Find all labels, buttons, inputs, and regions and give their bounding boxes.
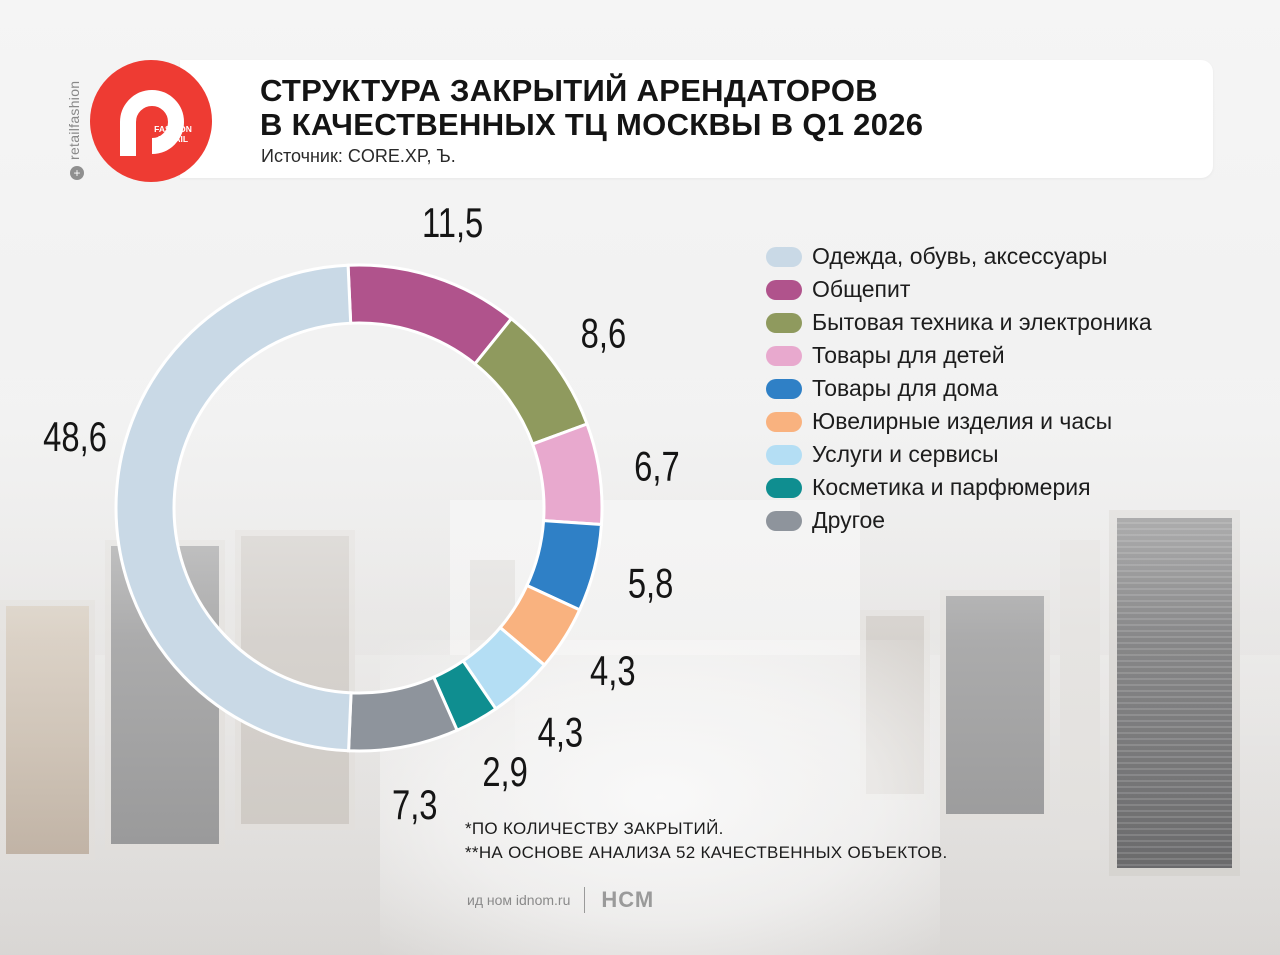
title-line-1: СТРУКТУРА ЗАКРЫТИЙ АРЕНДАТОРОВ bbox=[260, 73, 878, 108]
legend-label: Другое bbox=[812, 507, 886, 533]
header-bar bbox=[180, 60, 1213, 178]
slice-value-label: 8,6 bbox=[581, 309, 627, 356]
legend-item: Другое bbox=[766, 508, 1216, 533]
legend-swatch bbox=[766, 247, 802, 267]
legend-swatch bbox=[766, 445, 802, 465]
title-line-2: В КАЧЕСТВЕННЫХ ТЦ МОСКВЫ В Q1 2026 bbox=[260, 107, 924, 142]
legend-label: Общепит bbox=[812, 276, 911, 302]
legend-item: Товары для дома bbox=[766, 376, 1216, 401]
donut-slice bbox=[114, 263, 353, 753]
chart-legend: Одежда, обувь, аксессуары Общепит Бытовая … bbox=[766, 244, 1216, 541]
legend-swatch bbox=[766, 478, 802, 498]
legend-item: Общепит bbox=[766, 277, 1216, 302]
legend-label: Бытовая техника и электроника bbox=[812, 309, 1152, 335]
legend-item: Услуги и сервисы bbox=[766, 442, 1216, 467]
legend-item: Одежда, обувь, аксессуары bbox=[766, 244, 1216, 269]
legend-swatch bbox=[766, 313, 802, 333]
slice-value-label: 5,8 bbox=[628, 560, 674, 607]
legend-swatch bbox=[766, 280, 802, 300]
slice-value-label: 6,7 bbox=[634, 442, 680, 489]
legend-label: Ювелирные изделия и часы bbox=[812, 408, 1113, 434]
logo: FASHION RETAIL bbox=[90, 60, 212, 182]
legend-label: Услуги и сервисы bbox=[812, 441, 999, 467]
slice-value-label: 4,3 bbox=[590, 647, 636, 694]
slice-value-label: 4,3 bbox=[538, 709, 584, 756]
legend-item: Товары для детей bbox=[766, 343, 1216, 368]
legend-label: Косметика и парфюмерия bbox=[812, 474, 1091, 500]
footnotes: *ПО КОЛИЧЕСТВУ ЗАКРЫТИЙ. **НА ОСНОВЕ АНА… bbox=[465, 817, 948, 865]
source-text: Источник: CORE.XP, Ъ. bbox=[261, 146, 456, 166]
slice-value-label: 2,9 bbox=[482, 748, 528, 795]
footer-brand-logo: НСМ bbox=[601, 887, 655, 912]
slice-value-label: 7,3 bbox=[392, 781, 438, 828]
slice-value-label: 11,5 bbox=[422, 199, 483, 246]
legend-item: Бытовая техника и электроника bbox=[766, 310, 1216, 335]
donut-slice bbox=[530, 422, 604, 527]
legend-item: Косметика и парфюмерия bbox=[766, 475, 1216, 500]
slice-value-label: 48,6 bbox=[43, 413, 107, 460]
legend-label: Одежда, обувь, аксессуары bbox=[812, 243, 1108, 269]
logo-text: FASHION RETAIL bbox=[154, 124, 192, 144]
legend-swatch bbox=[766, 379, 802, 399]
page-title: СТРУКТУРА ЗАКРЫТИЙ АРЕНДАТОРОВ В КАЧЕСТВ… bbox=[260, 74, 923, 142]
footer-divider bbox=[584, 887, 586, 913]
legend-swatch bbox=[766, 412, 802, 432]
legend-swatch bbox=[766, 511, 802, 531]
footnote-2: **НА ОСНОВЕ АНАЛИЗА 52 КАЧЕСТВЕННЫХ ОБЪЕ… bbox=[465, 843, 948, 862]
footer-site: ид ном idnom.ru bbox=[467, 892, 571, 908]
plus-icon: + bbox=[70, 166, 84, 180]
chart-value-labels: 11,58,66,75,84,34,32,97,348,6 bbox=[43, 199, 680, 828]
side-handle: retailfashion + bbox=[66, 60, 88, 190]
legend-swatch bbox=[766, 346, 802, 366]
legend-label: Товары для дома bbox=[812, 375, 999, 401]
footer: ид ном idnom.ru НСМ bbox=[467, 887, 654, 913]
legend-item: Ювелирные изделия и часы bbox=[766, 409, 1216, 434]
footnote-1: *ПО КОЛИЧЕСТВУ ЗАКРЫТИЙ. bbox=[465, 819, 724, 838]
logo-mark-icon bbox=[120, 90, 184, 156]
legend-label: Товары для детей bbox=[812, 342, 1005, 368]
chart-slices bbox=[114, 263, 604, 753]
